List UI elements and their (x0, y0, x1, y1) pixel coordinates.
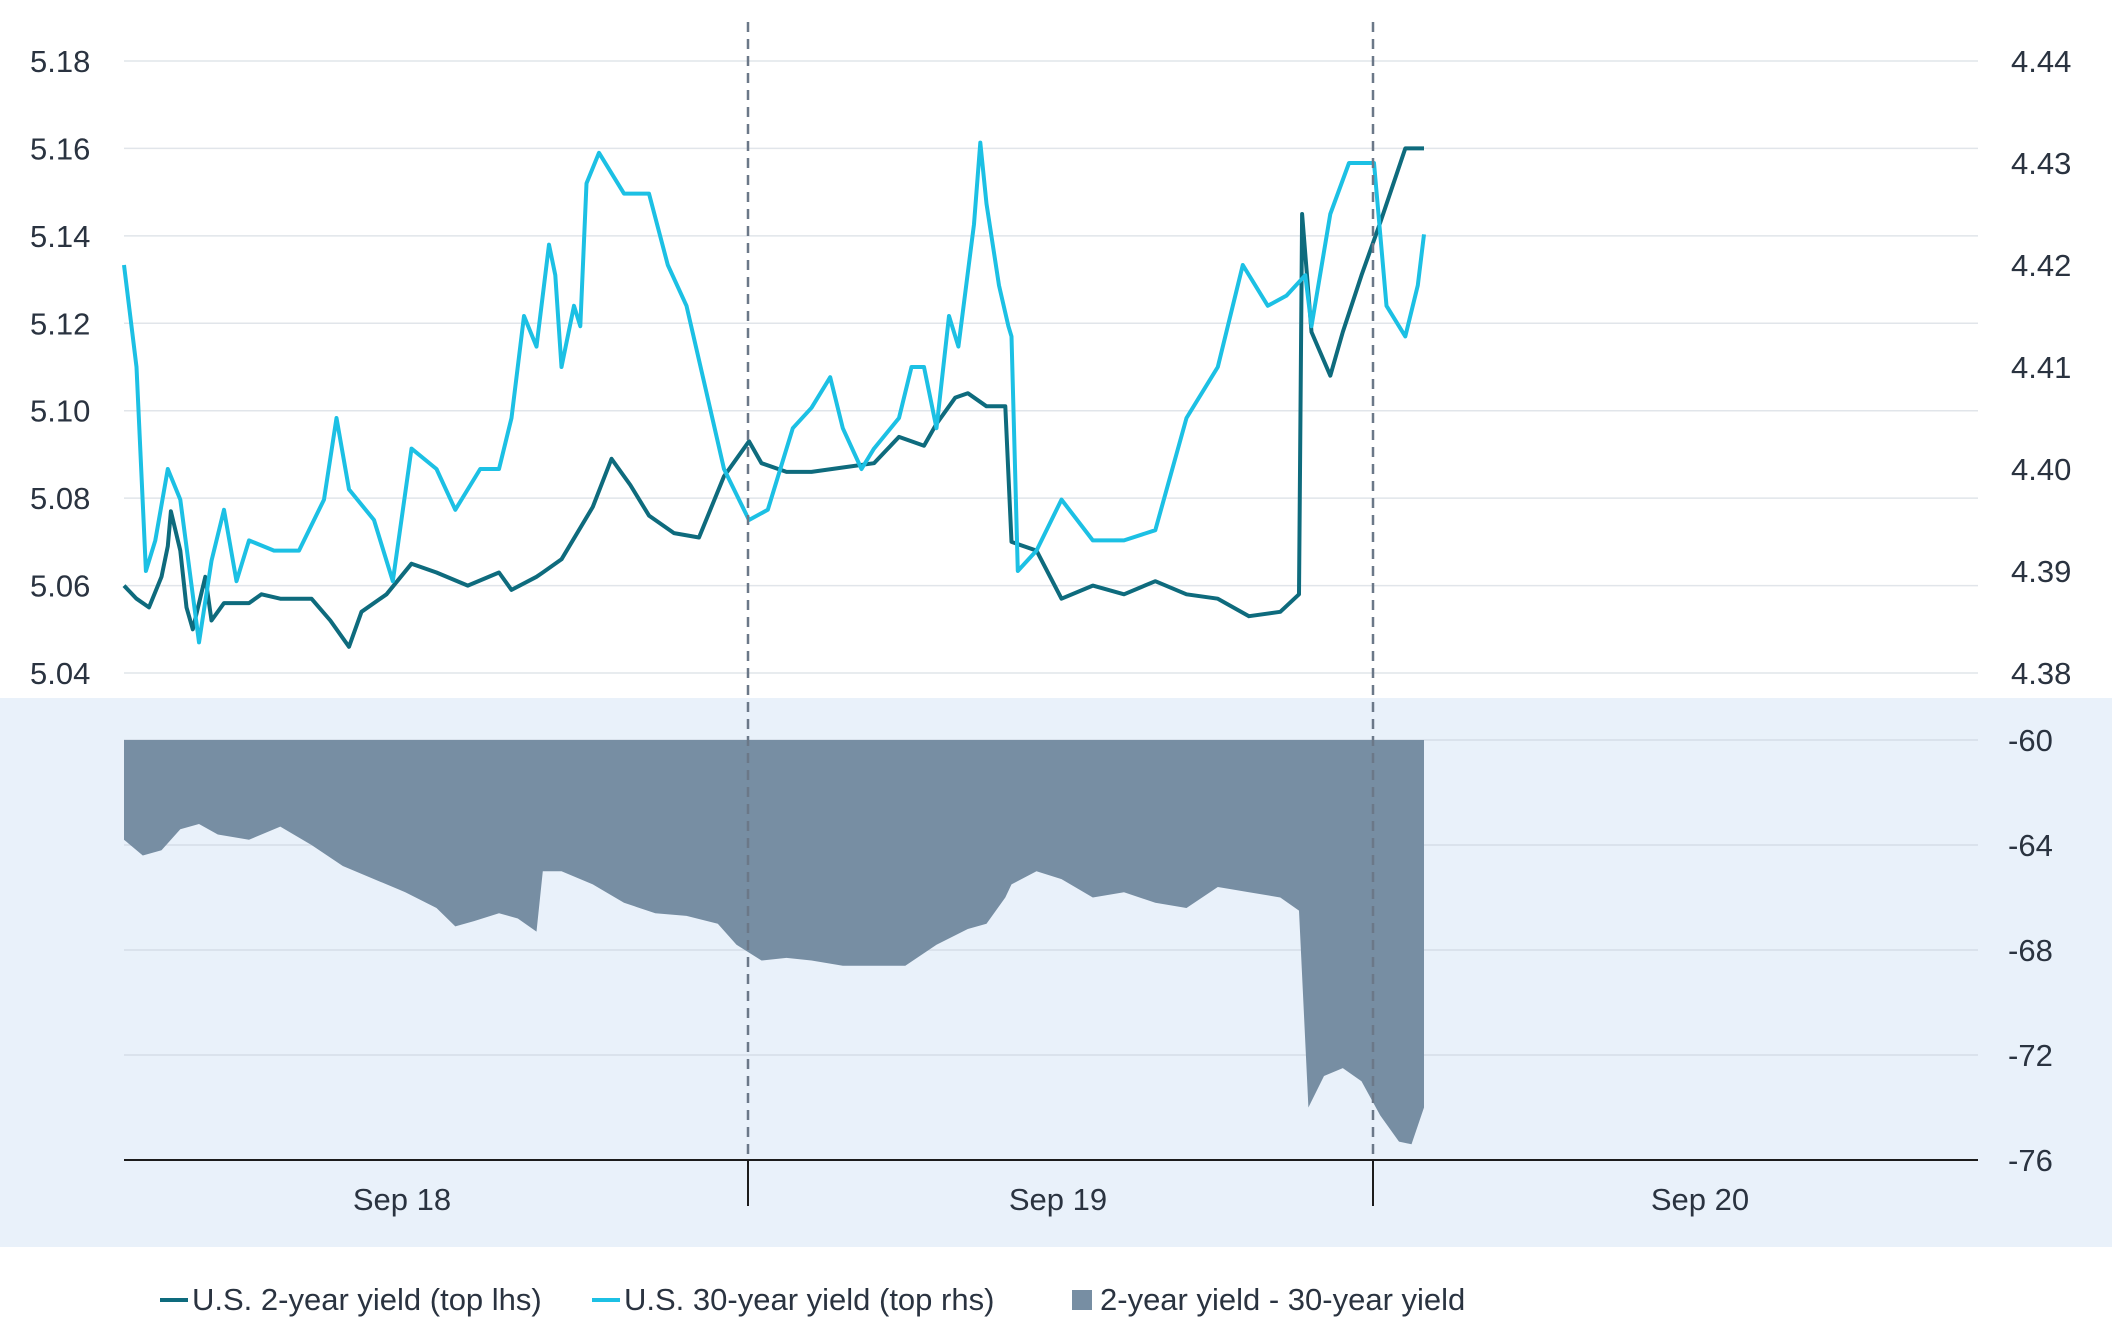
legend-swatch-30y (592, 1298, 620, 1302)
legend-item-30y: U.S. 30-year yield (top rhs) (592, 1282, 994, 1318)
left-tick-label: 5.06 (30, 569, 90, 604)
two-year-yield-line (122, 146, 1424, 649)
right-tick-label: 4.42 (2011, 248, 2071, 283)
x-tick-label: Sep 20 (1651, 1182, 1749, 1217)
legend-label-30y: U.S. 30-year yield (top rhs) (624, 1282, 995, 1317)
left-tick-label: 5.12 (30, 306, 90, 341)
right-tick-label: 4.38 (2011, 656, 2071, 691)
right-tick-label: 4.41 (2011, 350, 2071, 385)
bottom-tick-label: -76 (2008, 1143, 2053, 1178)
legend-item-2y: U.S. 2-year yield (top lhs) (160, 1282, 542, 1318)
left-tick-label: 5.04 (30, 656, 90, 691)
legend-item-spread: 2-year yield - 30-year yield (1072, 1282, 1465, 1318)
bottom-tick-label: -72 (2008, 1038, 2053, 1073)
left-tick-label: 5.18 (30, 44, 90, 79)
thirty-year-yield-line (122, 140, 1426, 645)
bottom-tick-label: -68 (2008, 933, 2053, 968)
spread-area (124, 740, 1424, 1145)
legend-label-spread: 2-year yield - 30-year yield (1100, 1282, 1466, 1317)
bottom-tick-label: -64 (2008, 828, 2053, 863)
right-tick-label: 4.40 (2011, 452, 2071, 487)
x-tick-label: Sep 18 (353, 1182, 451, 1217)
x-tick-label: Sep 19 (1009, 1182, 1107, 1217)
legend-swatch-spread (1072, 1290, 1092, 1310)
chart-svg: 5.04 5.06 5.08 5.10 5.12 5.14 5.16 5.18 4.38 4.39… (0, 22, 2112, 1247)
left-tick-label: 5.14 (30, 219, 90, 254)
legend: U.S. 2-year yield (top lhs) U.S. 30-year… (0, 1272, 2112, 1332)
right-tick-label: 4.39 (2011, 554, 2071, 589)
right-tick-label: 4.43 (2011, 146, 2071, 181)
right-tick-label: 4.44 (2011, 44, 2071, 79)
legend-label-2y: U.S. 2-year yield (top lhs) (192, 1282, 542, 1317)
legend-swatch-2y (160, 1298, 188, 1302)
left-tick-label: 5.10 (30, 394, 90, 429)
left-tick-label: 5.08 (30, 481, 90, 516)
bottom-tick-label: -60 (2008, 723, 2053, 758)
left-tick-label: 5.16 (30, 131, 90, 166)
